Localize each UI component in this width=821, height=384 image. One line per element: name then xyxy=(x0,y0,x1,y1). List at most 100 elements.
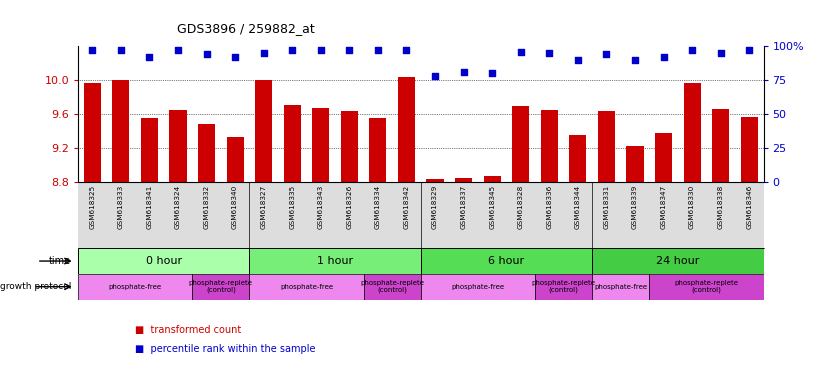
Text: GSM618328: GSM618328 xyxy=(518,185,524,229)
Bar xyxy=(250,248,421,274)
Bar xyxy=(592,274,649,300)
Text: 0 hour: 0 hour xyxy=(145,256,181,266)
Text: 1 hour: 1 hour xyxy=(317,256,353,266)
Point xyxy=(200,51,213,57)
Bar xyxy=(655,134,672,182)
Text: GSM618346: GSM618346 xyxy=(746,185,752,229)
Point xyxy=(714,50,727,56)
Point xyxy=(457,69,470,75)
Point xyxy=(628,56,641,63)
Text: GSM618343: GSM618343 xyxy=(318,185,323,229)
Text: ■  transformed count: ■ transformed count xyxy=(135,325,241,335)
Bar xyxy=(369,118,387,182)
Point xyxy=(543,50,556,56)
Point xyxy=(514,48,527,55)
Text: GSM618345: GSM618345 xyxy=(489,185,495,229)
Text: GSM618340: GSM618340 xyxy=(232,185,238,229)
Point xyxy=(172,47,185,53)
Bar xyxy=(192,274,250,300)
Bar xyxy=(227,137,244,182)
Point xyxy=(743,47,756,53)
Bar xyxy=(626,146,644,182)
Text: GSM618336: GSM618336 xyxy=(546,185,553,229)
Point xyxy=(485,70,498,76)
Bar xyxy=(741,116,758,182)
Text: GDS3896 / 259882_at: GDS3896 / 259882_at xyxy=(177,22,314,35)
Point xyxy=(286,47,299,53)
Point xyxy=(571,56,585,63)
Text: growth protocol: growth protocol xyxy=(0,282,71,291)
Text: phosphate-replete
(control): phosphate-replete (control) xyxy=(360,280,424,293)
Text: phosphate-replete
(control): phosphate-replete (control) xyxy=(674,280,738,293)
Text: GSM618347: GSM618347 xyxy=(661,185,667,229)
Bar xyxy=(84,83,101,182)
Bar xyxy=(284,106,300,182)
Bar xyxy=(512,106,530,182)
Bar xyxy=(484,176,501,182)
Bar xyxy=(250,274,364,300)
Text: phosphate-free: phosphate-free xyxy=(280,284,333,290)
Text: GSM618333: GSM618333 xyxy=(118,185,124,229)
Bar xyxy=(712,109,729,182)
Text: GSM618335: GSM618335 xyxy=(289,185,296,229)
Bar xyxy=(535,274,592,300)
Bar xyxy=(78,274,192,300)
Bar xyxy=(341,111,358,182)
Point xyxy=(143,54,156,60)
Bar xyxy=(255,80,273,182)
Text: 6 hour: 6 hour xyxy=(488,256,525,266)
Text: GSM618331: GSM618331 xyxy=(603,185,609,229)
Bar xyxy=(398,77,415,182)
Bar xyxy=(598,111,615,182)
Text: phosphate-replete
(control): phosphate-replete (control) xyxy=(531,280,595,293)
Text: GSM618324: GSM618324 xyxy=(175,185,181,229)
Point xyxy=(257,50,270,56)
Bar xyxy=(112,80,130,182)
Point xyxy=(686,47,699,53)
Text: GSM618326: GSM618326 xyxy=(346,185,352,229)
Text: GSM618344: GSM618344 xyxy=(575,185,581,229)
Bar xyxy=(569,135,586,182)
Text: GSM618342: GSM618342 xyxy=(403,185,410,229)
Text: GSM618338: GSM618338 xyxy=(718,185,723,229)
Point xyxy=(657,54,670,60)
Bar xyxy=(169,110,186,182)
Text: GSM618325: GSM618325 xyxy=(89,185,95,229)
Bar xyxy=(541,110,558,182)
Text: phosphate-free: phosphate-free xyxy=(108,284,162,290)
Point xyxy=(371,47,384,53)
Point xyxy=(85,47,99,53)
Bar xyxy=(421,248,592,274)
Point xyxy=(114,47,127,53)
Bar xyxy=(592,248,764,274)
Bar xyxy=(312,108,329,182)
Text: GSM618330: GSM618330 xyxy=(689,185,695,229)
Point xyxy=(600,51,613,57)
Point xyxy=(228,54,241,60)
Bar xyxy=(426,179,443,182)
Bar xyxy=(455,179,472,182)
Text: ■  percentile rank within the sample: ■ percentile rank within the sample xyxy=(135,344,316,354)
Bar xyxy=(141,118,158,182)
Text: phosphate-replete
(control): phosphate-replete (control) xyxy=(189,280,253,293)
Text: 24 hour: 24 hour xyxy=(656,256,699,266)
Bar xyxy=(78,248,250,274)
Text: phosphate-free: phosphate-free xyxy=(594,284,647,290)
Point xyxy=(314,47,328,53)
Text: phosphate-free: phosphate-free xyxy=(452,284,504,290)
Point xyxy=(400,47,413,53)
Point xyxy=(343,47,356,53)
Text: GSM618341: GSM618341 xyxy=(146,185,153,229)
Text: GSM618339: GSM618339 xyxy=(632,185,638,229)
Point xyxy=(429,73,442,79)
Text: GSM618327: GSM618327 xyxy=(260,185,267,229)
Text: GSM618329: GSM618329 xyxy=(432,185,438,229)
Text: GSM618334: GSM618334 xyxy=(375,185,381,229)
Bar xyxy=(421,274,535,300)
Bar xyxy=(684,83,700,182)
Bar xyxy=(649,274,764,300)
Text: GSM618337: GSM618337 xyxy=(461,185,466,229)
Text: time: time xyxy=(49,256,71,266)
Bar xyxy=(364,274,421,300)
Text: GSM618332: GSM618332 xyxy=(204,185,209,229)
